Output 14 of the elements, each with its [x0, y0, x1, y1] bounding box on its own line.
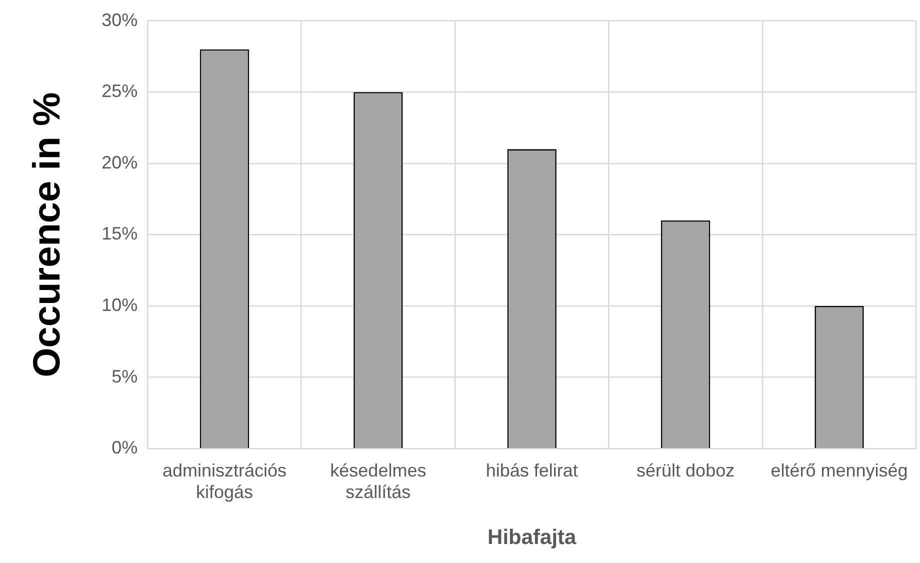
- x-tick-label: sérült doboz: [636, 460, 735, 480]
- x-tick-label: késedelmes szállítás: [330, 460, 426, 502]
- y-axis-title: Occurence in %: [26, 92, 68, 378]
- y-tick-label: 15%: [102, 224, 138, 244]
- y-tick-label: 25%: [102, 81, 138, 102]
- x-axis-title: Hibafajta: [488, 526, 577, 550]
- y-tick-label: 10%: [102, 294, 138, 315]
- x-tick-label: hibás felirat: [486, 460, 578, 480]
- x-tick-label: adminisztrációs kifogás: [162, 460, 286, 502]
- y-tick-label: 5%: [112, 366, 138, 386]
- y-tick-label: 0%: [112, 438, 138, 458]
- x-tick-label: eltérő mennyiség: [770, 460, 908, 480]
- y-tick-label: 30%: [102, 10, 138, 30]
- y-tick-label: 20%: [102, 152, 138, 172]
